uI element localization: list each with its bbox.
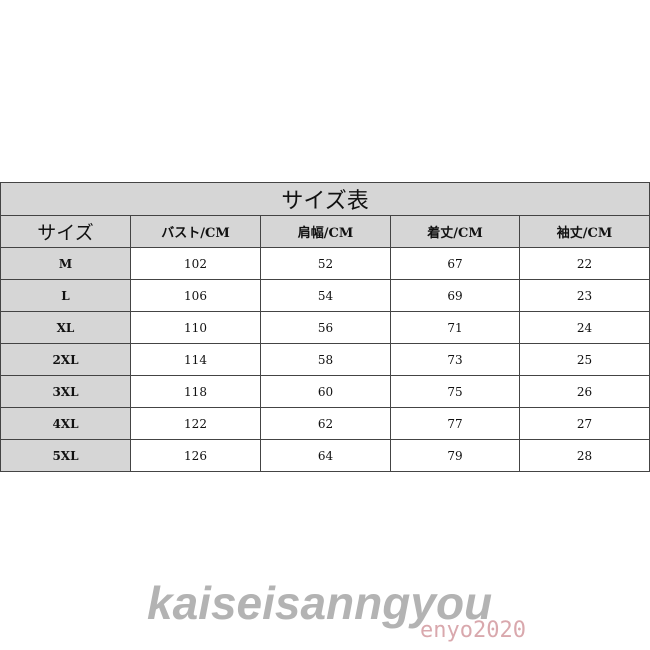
cell-length: 67 — [390, 247, 520, 280]
header-length: 着丈/CM — [390, 215, 520, 248]
table-row: M 102 52 67 22 — [0, 247, 650, 280]
cell-length: 69 — [390, 279, 520, 312]
cell-sleeve: 27 — [518, 407, 650, 440]
cell-length: 77 — [390, 407, 520, 440]
cell-shoulder: 52 — [260, 247, 391, 280]
cell-size: 4XL — [0, 407, 131, 440]
cell-sleeve: 23 — [518, 279, 650, 312]
cell-length: 75 — [390, 375, 520, 408]
cell-length: 71 — [390, 311, 520, 344]
table-title-row: サイズ表 — [0, 182, 650, 216]
cell-size: L — [0, 279, 131, 312]
cell-bust: 102 — [130, 247, 261, 280]
cell-bust: 110 — [130, 311, 261, 344]
watermark-brand: kaiseisanngyou — [147, 577, 493, 629]
cell-bust: 114 — [130, 343, 261, 376]
cell-sleeve: 24 — [518, 311, 650, 344]
table-title: サイズ表 — [0, 182, 650, 216]
cell-shoulder: 56 — [260, 311, 391, 344]
header-size: サイズ — [0, 215, 131, 248]
cell-shoulder: 54 — [260, 279, 391, 312]
cell-size: 2XL — [0, 343, 131, 376]
table-row: 3XL 118 60 75 26 — [0, 375, 650, 408]
table-row: L 106 54 69 23 — [0, 279, 650, 312]
cell-bust: 106 — [130, 279, 261, 312]
cell-sleeve: 28 — [518, 439, 650, 472]
cell-sleeve: 26 — [518, 375, 650, 408]
cell-shoulder: 64 — [260, 439, 391, 472]
cell-length: 73 — [390, 343, 520, 376]
cell-sleeve: 25 — [518, 343, 650, 376]
size-chart-table: サイズ表 サイズ バスト/CM 肩幅/CM 着丈/CM 袖丈/CM M 102 52… — [0, 182, 650, 472]
table-row: XL 110 56 71 24 — [0, 311, 650, 344]
table-row: 2XL 114 58 73 25 — [0, 343, 650, 376]
cell-shoulder: 62 — [260, 407, 391, 440]
header-sleeve: 袖丈/CM — [518, 215, 650, 248]
table-row: 5XL 126 64 79 28 — [0, 439, 650, 472]
header-bust: バスト/CM — [130, 215, 261, 248]
cell-bust: 118 — [130, 375, 261, 408]
header-row: サイズ バスト/CM 肩幅/CM 着丈/CM 袖丈/CM — [0, 215, 650, 248]
cell-sleeve: 22 — [518, 247, 650, 280]
cell-bust: 122 — [130, 407, 261, 440]
cell-bust: 126 — [130, 439, 261, 472]
table-row: 4XL 122 62 77 27 — [0, 407, 650, 440]
cell-size: M — [0, 247, 131, 280]
cell-size: 5XL — [0, 439, 131, 472]
cell-size: 3XL — [0, 375, 131, 408]
watermark-tag: enyo2020 — [420, 618, 526, 643]
cell-length: 79 — [390, 439, 520, 472]
header-shoulder: 肩幅/CM — [260, 215, 391, 248]
cell-shoulder: 60 — [260, 375, 391, 408]
cell-shoulder: 58 — [260, 343, 391, 376]
cell-size: XL — [0, 311, 131, 344]
